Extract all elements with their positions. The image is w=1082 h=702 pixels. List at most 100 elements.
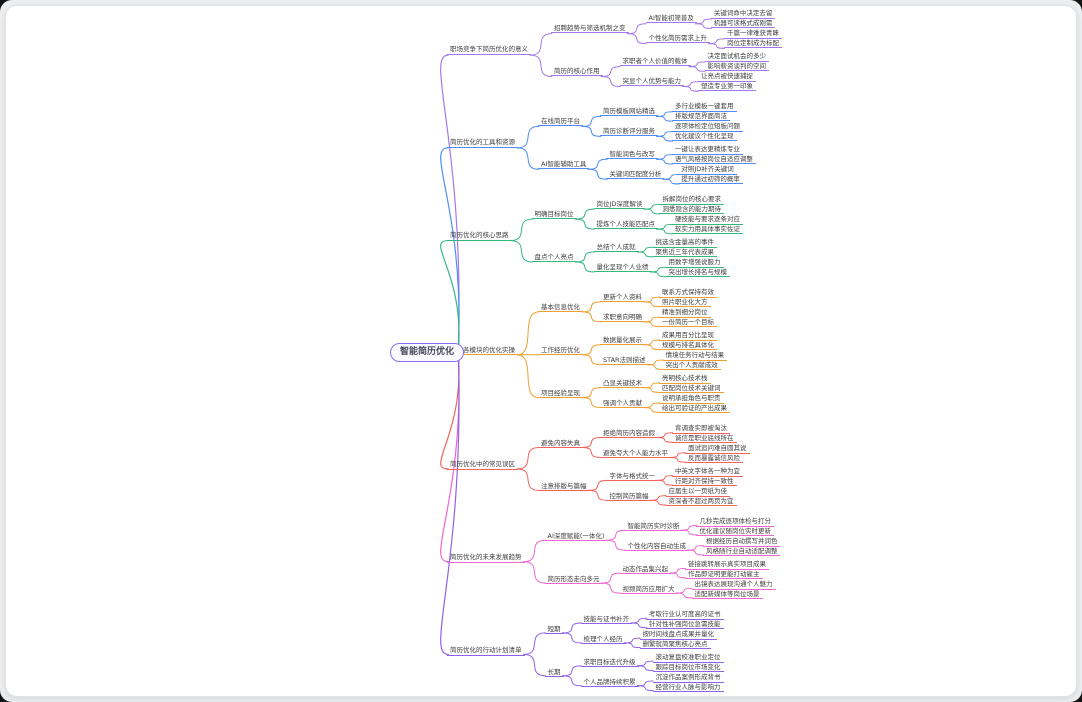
subtopic[interactable]: 工作经历优化 [538, 346, 583, 356]
subtopic[interactable]: 短期 [544, 625, 564, 635]
leaf-topic[interactable]: 规模与排名具体化 [659, 341, 717, 350]
leaf-topic[interactable]: 删繁就简聚焦核心亮点 [639, 640, 711, 649]
leaf-topic[interactable]: 让亮点被快速捕捉 [698, 72, 756, 82]
leaf-topic[interactable]: 联系方式保持有效 [659, 288, 717, 298]
subtopic[interactable]: 长期 [544, 668, 564, 678]
leaf-topic[interactable]: 照片职业化大方 [659, 298, 711, 307]
leaf-topic[interactable]: 软实力用具体事实佐证 [672, 225, 743, 234]
subtopic[interactable]: 智能润色与改写 [606, 150, 658, 160]
leaf-topic[interactable]: 挑选含金量高的事件 [652, 238, 717, 248]
subtopic[interactable]: 项目经验呈现 [538, 389, 583, 399]
branch-topic[interactable]: 简历优化的工具和资源 [447, 139, 518, 148]
subtopic[interactable]: 招聘趋势与筛选机制之变 [551, 24, 629, 34]
leaf-topic[interactable]: 作品即证明更能打动雇主 [685, 570, 763, 579]
branch-topic[interactable]: 简历优化的行动计划清单 [447, 647, 525, 656]
subtopic[interactable]: 动态作品集兴起 [619, 565, 671, 575]
leaf-topic[interactable]: 链接跳转展示真实项目成果 [685, 560, 769, 570]
leaf-topic[interactable]: 几秒完成逐项体检与打分 [696, 517, 774, 527]
subtopic[interactable]: 技能与证书补齐 [580, 615, 632, 625]
subtopic[interactable]: 明确目标岗位 [531, 210, 577, 220]
leaf-topic[interactable]: 给出可验证的产出成果 [659, 404, 730, 413]
subtopic[interactable]: 数据量化展示 [600, 336, 645, 346]
leaf-topic[interactable]: 排版规范界面简洁 [672, 112, 730, 121]
leaf-topic[interactable]: 关键词命中决定去留 [710, 9, 776, 19]
leaf-topic[interactable]: 提升通过初筛的概率 [678, 175, 743, 184]
subtopic[interactable]: 智能简历实时诊断 [624, 522, 683, 532]
subtopic[interactable]: 盘点个人亮点 [531, 253, 577, 263]
leaf-topic[interactable]: 千篇一律难获青睐 [724, 29, 782, 39]
leaf-topic[interactable]: 决定面试机会的多少 [704, 52, 769, 62]
subtopic[interactable]: 量化呈现个人业绩 [593, 263, 652, 273]
leaf-topic[interactable]: 突出增长排名与规模 [665, 268, 730, 277]
subtopic[interactable]: 注意排版与篇幅 [538, 482, 590, 492]
subtopic[interactable]: 强调个人贡献 [600, 399, 645, 409]
leaf-topic[interactable]: 反而暴露诚信风险 [685, 454, 743, 463]
leaf-topic[interactable]: 成果用百分比呈现 [659, 331, 717, 341]
subtopic[interactable]: 控制简历篇幅 [606, 492, 652, 502]
subtopic[interactable]: 基本信息优化 [538, 303, 583, 313]
subtopic[interactable]: 简历模板网站精选 [600, 107, 658, 117]
subtopic[interactable]: 关键词匹配度分析 [606, 170, 665, 180]
subtopic[interactable]: 梳理个人经历 [580, 635, 626, 645]
subtopic[interactable]: 岗位JD深度解读 [593, 200, 646, 210]
subtopic[interactable]: AI智能辅助工具 [538, 160, 590, 170]
leaf-topic[interactable]: 精准到细分岗位 [659, 308, 711, 318]
subtopic[interactable]: 总结个人成就 [593, 243, 639, 253]
subtopic[interactable]: 简历形态走向多元 [544, 575, 603, 585]
leaf-topic[interactable]: 背调查实即被淘汰 [672, 424, 730, 434]
leaf-topic[interactable]: 应届生以一页纸为佳 [665, 487, 730, 497]
mindmap-canvas[interactable]: 职场竞争下简历优化的意义 招聘趋势与筛选机制之变 AI智能初筛普及 关键词命中决定去留… [5, 5, 1077, 697]
branch-topic[interactable]: 简历优化的未来发展趋势 [447, 554, 525, 563]
central-topic[interactable]: 智能简历优化 [389, 342, 464, 362]
branch-topic[interactable]: 简历优化中的常见误区 [447, 461, 518, 470]
subtopic[interactable]: AI智能初筛普及 [645, 14, 697, 24]
leaf-topic[interactable]: 沉淀作品案例形成背书 [652, 673, 724, 683]
leaf-topic[interactable]: 按时间线盘点成果并量化 [639, 630, 717, 640]
leaf-topic[interactable]: 语气风格按岗位自适应调整 [671, 155, 756, 164]
subtopic[interactable]: 求职意向明确 [600, 313, 645, 323]
subtopic[interactable]: 突显个人优势与能力 [619, 77, 684, 87]
subtopic[interactable]: 拒绝简历内容造假 [600, 429, 658, 439]
subtopic[interactable]: AI深度赋能(一体化) [544, 532, 608, 542]
subtopic[interactable]: 个人品牌持续积累 [580, 678, 639, 688]
branch-topic[interactable]: 职场竞争下简历优化的意义 [447, 46, 531, 55]
leaf-topic[interactable]: 匹配岗位技术关键词 [659, 384, 724, 393]
subtopic[interactable]: 避免夸大个人能力水平 [600, 449, 671, 459]
leaf-topic[interactable]: 针对性补强岗位急需技能 [646, 620, 724, 629]
leaf-topic[interactable]: 优化建议个性化呈现 [672, 132, 737, 141]
leaf-topic[interactable]: 面试追问难自圆其说 [685, 444, 750, 454]
leaf-topic[interactable]: 优化建议随岗位实时更新 [696, 527, 774, 536]
leaf-topic[interactable]: 对照JD补齐关键词 [678, 165, 737, 175]
leaf-topic[interactable]: 岗位定制成为标配 [724, 39, 782, 48]
leaf-topic[interactable]: 洞悉隐含的能力期待 [659, 205, 724, 214]
leaf-topic[interactable]: 硬技能与要求逐条对应 [672, 215, 743, 225]
subtopic[interactable]: 个性化简历需求上升 [645, 34, 710, 44]
leaf-topic[interactable]: 诚信是职业底线所在 [672, 434, 737, 443]
leaf-topic[interactable]: 考取行业认可度高的证书 [646, 610, 724, 620]
subtopic[interactable]: 提炼个人技能匹配点 [593, 220, 658, 230]
leaf-topic[interactable]: 出镜表达展现沟通个人魅力 [691, 580, 776, 590]
branch-topic[interactable]: 简历优化的核心思路 [447, 232, 512, 241]
leaf-topic[interactable]: 资深者不超过两页为宜 [665, 497, 737, 506]
leaf-topic[interactable]: 多行业模板一键套用 [672, 102, 737, 112]
subtopic[interactable]: 字体与格式统一 [606, 472, 658, 482]
subtopic[interactable]: 凸显关键技术 [600, 379, 645, 389]
leaf-topic[interactable]: 用数字增强说服力 [665, 258, 724, 268]
leaf-topic[interactable]: 适配新媒体等岗位场景 [691, 590, 763, 599]
leaf-topic[interactable]: 经营行业人脉与影响力 [652, 683, 724, 692]
branch-topic[interactable]: 简历各模块的优化实操 [447, 346, 518, 356]
subtopic[interactable]: 避免内容失真 [538, 439, 583, 449]
subtopic[interactable]: 求职目标迭代升级 [580, 658, 639, 668]
subtopic[interactable]: STAR法则描述 [600, 356, 649, 366]
leaf-topic[interactable]: 机器可读格式成刚需 [710, 19, 776, 28]
leaf-topic[interactable]: 说明承担角色与职责 [659, 394, 724, 404]
leaf-topic[interactable]: 影响薪资谈判的空间 [704, 62, 769, 71]
leaf-topic[interactable]: 中英文字体各一种为宜 [672, 467, 743, 477]
leaf-topic[interactable]: 一键让表达更精炼专业 [671, 145, 743, 155]
leaf-topic[interactable]: 滚动复盘校准职业定位 [652, 653, 724, 663]
subtopic[interactable]: 视频简历应用扩大 [619, 585, 678, 595]
leaf-topic[interactable]: 拆解岗位的核心要求 [659, 195, 724, 205]
subtopic[interactable]: 更新个人资料 [600, 293, 645, 303]
leaf-topic[interactable]: 行距对齐保持一致性 [672, 477, 737, 486]
leaf-topic[interactable]: 突出个人贡献成效 [662, 361, 721, 370]
